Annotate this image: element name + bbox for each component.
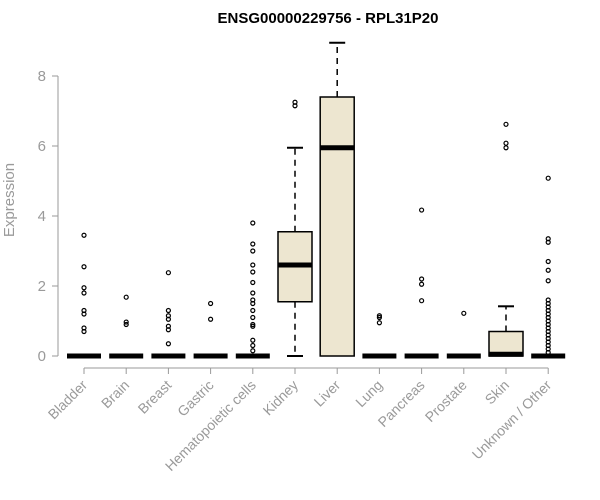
box-group-5 [277, 99, 313, 357]
outlier-point [292, 103, 298, 109]
outlier-point [250, 248, 256, 254]
chart-title: ENSG00000229756 - RPL31P20 [218, 10, 439, 27]
box-group-1 [109, 294, 144, 359]
outlier-point [419, 281, 425, 287]
box-group-7 [362, 313, 397, 359]
outlier-point [81, 232, 87, 238]
box-group-11 [531, 175, 566, 359]
outlier-point [81, 264, 87, 270]
box-group-8 [404, 207, 439, 359]
y-tick-label: 6 [38, 138, 46, 155]
outlier-point [208, 316, 214, 322]
outlier-point [250, 323, 256, 329]
x-tick-label: Unknown / Other [469, 377, 555, 463]
outlier-point [208, 300, 214, 307]
x-tick-label: Pancreas [375, 377, 428, 430]
outlier-point [250, 342, 256, 349]
box [319, 96, 355, 357]
box-group-4 [235, 220, 270, 359]
outlier-point [81, 285, 87, 291]
outlier-point [545, 349, 551, 356]
outlier-point [250, 307, 256, 314]
outlier-point [376, 313, 382, 319]
outlier-point [250, 220, 256, 226]
outlier-point [123, 294, 129, 300]
outlier-point [250, 337, 256, 343]
outlier-point [250, 262, 256, 268]
y-tick-label: 0 [38, 348, 46, 365]
box-group-9 [446, 310, 481, 359]
x-tick-label: Brain [98, 377, 132, 411]
outlier-point [165, 341, 171, 347]
outlier-point [376, 314, 382, 321]
x-tick-label: Skin [482, 377, 513, 408]
outlier-point [545, 278, 551, 284]
outlier-point [165, 270, 171, 276]
outlier-point [545, 239, 551, 245]
outlier-point [81, 311, 87, 317]
outlier-point [165, 307, 171, 314]
outlier-point [250, 321, 256, 328]
outlier-point [81, 290, 87, 296]
box-group-2 [151, 270, 186, 359]
x-tick-label: Bladder [45, 377, 91, 423]
outlier-point [250, 300, 256, 307]
x-tick-label: Kidney [260, 377, 302, 419]
outlier-point [503, 145, 509, 151]
outlier-point [250, 241, 256, 247]
x-tick-label: Liver [311, 377, 344, 410]
x-tick-label: Prostate [422, 377, 470, 425]
outlier-point [419, 276, 425, 282]
outlier-point [165, 327, 171, 333]
x-tick-label: Lung [352, 377, 385, 410]
outlier-point [123, 321, 129, 328]
outlier-point [81, 328, 87, 335]
box-group-0 [67, 232, 101, 359]
box-group-10 [488, 121, 524, 357]
outlier-point [545, 267, 551, 273]
boxes [67, 41, 566, 359]
y-tick-label: 4 [38, 208, 46, 225]
box-group-3 [193, 300, 228, 359]
outlier-point [123, 319, 129, 325]
outlier-point [165, 316, 171, 322]
y-tick-label: 8 [38, 68, 46, 85]
outlier-point [250, 279, 256, 286]
outlier-point [250, 314, 256, 321]
y-tick-label: 2 [38, 278, 46, 295]
outlier-point [419, 298, 425, 304]
outlier-point [419, 207, 425, 213]
outlier-point [250, 290, 256, 296]
y-axis-label: Expression [1, 163, 18, 237]
outlier-point [250, 269, 256, 275]
box-group-6 [319, 41, 355, 357]
outlier-point [503, 121, 509, 127]
outlier-point [503, 140, 509, 146]
outlier-point [461, 310, 467, 316]
outlier-point [250, 348, 256, 354]
outlier-point [545, 258, 551, 265]
x-tick-label: Breast [135, 377, 175, 417]
outlier-point [376, 320, 382, 326]
outlier-point [545, 175, 551, 181]
